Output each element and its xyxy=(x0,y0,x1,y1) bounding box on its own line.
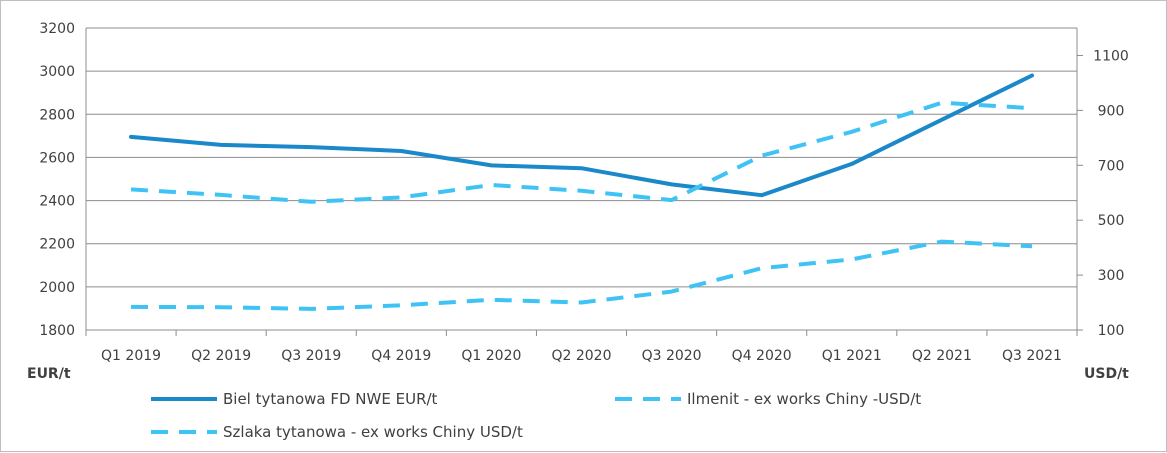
x-tick-label: Q4 2019 xyxy=(371,348,431,364)
y-right-tick-label: 100 xyxy=(1098,323,1125,339)
x-tick-label: Q3 2019 xyxy=(281,348,341,364)
y-left-tick-label: 3200 xyxy=(39,21,75,37)
y-right-tick-label: 1100 xyxy=(1093,48,1129,64)
x-tick-label: Q1 2021 xyxy=(822,348,882,364)
x-tick-label: Q2 2019 xyxy=(191,348,251,364)
legend-label-1: Biel tytanowa FD NWE EUR/t xyxy=(223,390,438,408)
x-tick-label: Q1 2019 xyxy=(101,348,161,364)
y-left-tick-label: 2400 xyxy=(39,194,75,210)
x-tick-label: Q3 2020 xyxy=(642,348,702,364)
y-right-unit-label: USD/t xyxy=(1084,366,1129,382)
y-left-tick-label: 2000 xyxy=(39,280,75,296)
axis-labels: 1800 2000 2200 2400 2600 2800 3000 3200 Q1 2019 Q… xyxy=(27,21,1129,382)
x-tick-label: Q4 2020 xyxy=(732,348,792,364)
y-right-tick-label: 700 xyxy=(1098,158,1125,174)
series-line-1 xyxy=(129,73,1034,198)
legend: Biel tytanowa FD NWE EUR/t Ilmenit - ex w… xyxy=(151,390,921,441)
series-lines xyxy=(129,73,1034,311)
x-tick-label: Q3 2021 xyxy=(1002,348,1062,364)
axes xyxy=(85,28,1083,336)
x-tick-label: Q1 2020 xyxy=(461,348,521,364)
y-right-tick-label: 500 xyxy=(1098,213,1125,229)
y-right-tick-label: 900 xyxy=(1098,103,1125,119)
grid-lines xyxy=(86,27,1077,331)
y-right-tick-label: 300 xyxy=(1098,268,1125,284)
series-line-3 xyxy=(130,100,1033,204)
y-left-unit-label: EUR/t xyxy=(27,366,71,382)
x-tick-label: Q2 2020 xyxy=(551,348,611,364)
y-left-tick-label: 2600 xyxy=(39,150,75,166)
y-left-tick-label: 2800 xyxy=(39,107,75,123)
y-left-tick-label: 2200 xyxy=(39,237,75,253)
y-left-tick-label: 1800 xyxy=(39,323,75,339)
legend-label-2: Ilmenit - ex works Chiny -USD/t xyxy=(687,390,921,408)
x-tick-label: Q2 2021 xyxy=(912,348,972,364)
series-line-2 xyxy=(130,239,1033,311)
legend-label-3: Szlaka tytanowa - ex works Chiny USD/t xyxy=(223,423,523,441)
y-left-tick-label: 3000 xyxy=(39,64,75,80)
